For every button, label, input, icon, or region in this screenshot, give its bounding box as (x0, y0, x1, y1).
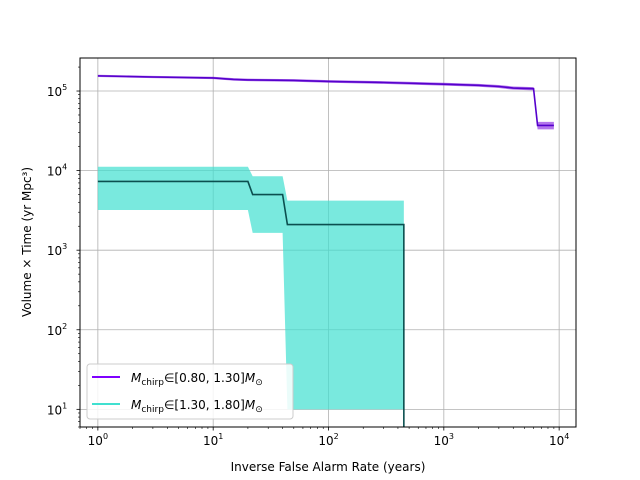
series-lines (97, 75, 554, 427)
y-tick-label: 102 (47, 322, 67, 338)
y-axis-ticks: 101 102 103 104 105 (47, 66, 80, 428)
y-tick-label: 104 (47, 163, 67, 179)
y-tick-label: 105 (47, 83, 67, 99)
series-2-band (97, 166, 404, 410)
x-axis-title: Inverse False Alarm Rate (years) (231, 460, 426, 474)
legend: Mchirp∈[0.80, 1.30]M⊙ Mchirp∈[1.30, 1.80… (86, 363, 294, 420)
y-axis-title: Volume × Time (yr Mpc³) (20, 167, 34, 317)
x-tick-label: 100 (88, 432, 108, 448)
x-tick-label: 102 (318, 432, 338, 448)
confidence-bands (97, 74, 554, 410)
x-axis-ticks: 100 101 102 103 104 (79, 427, 569, 448)
plot-frame (79, 57, 577, 428)
legend-box (86, 363, 294, 420)
legend-label-1: Mchirp∈[0.80, 1.30]M⊙ (131, 371, 263, 388)
y-tick-label: 103 (47, 242, 67, 258)
series-2-line (97, 180, 405, 427)
x-tick-label: 101 (203, 432, 223, 448)
legend-label-2: Mchirp∈[1.30, 1.80]M⊙ (131, 398, 263, 415)
x-tick-label: 103 (434, 432, 454, 448)
y-tick-label: 101 (47, 401, 67, 417)
series-1-line (97, 75, 554, 127)
x-tick-label: 104 (549, 432, 569, 448)
